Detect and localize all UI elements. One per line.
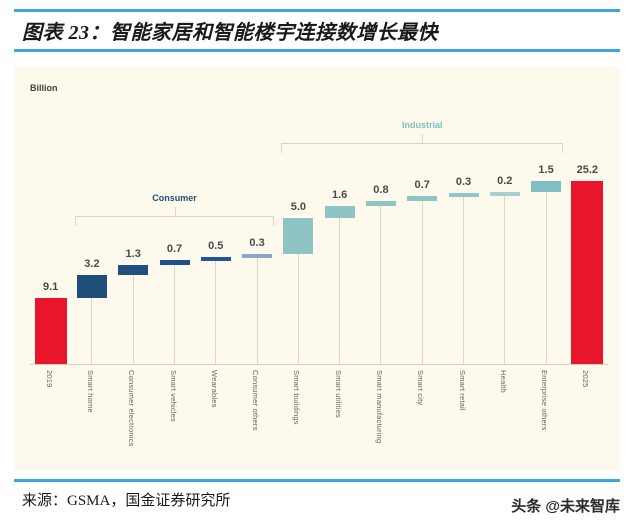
bar-value-label: 0.3 <box>455 176 472 189</box>
x-axis-category-label: Smart city <box>416 370 426 406</box>
waterfall-connector <box>132 274 134 364</box>
x-axis-category-label: Smart vehicles <box>168 370 178 422</box>
x-axis-category-label: Smart utilities <box>333 370 343 419</box>
bar-value-label: 0.3 <box>249 237 265 250</box>
bar-value-label: 0.7 <box>166 243 183 256</box>
waterfall-delta-bar[interactable] <box>283 218 314 255</box>
report-figure-page: 图表 23：智能家居和智能楼宇连接数增长最快 Billion 9.1 2019 3.… <box>0 9 634 532</box>
waterfall-total-bar[interactable] <box>34 297 67 364</box>
bar-value-label: 0.2 <box>497 174 513 187</box>
waterfall-delta-bar[interactable] <box>531 181 562 192</box>
x-axis-category-label: Consumer electronics <box>127 370 137 447</box>
x-axis-category-label: Smart home <box>85 370 95 413</box>
waterfall-connector <box>421 200 423 364</box>
waterfall-connector <box>545 191 547 364</box>
title-rule-bottom <box>14 49 620 52</box>
waterfall-total-bar[interactable] <box>571 181 604 364</box>
bar-value-label: 5.0 <box>290 201 306 214</box>
waterfall-delta-bar[interactable] <box>489 191 520 196</box>
waterfall-delta-bar[interactable] <box>159 260 190 266</box>
footer-rule <box>14 479 620 482</box>
x-axis-category-label: Smart retail <box>457 370 467 411</box>
group-bracket-stem <box>422 134 424 143</box>
title-container: 图表 23：智能家居和智能楼宇连接数增长最快 <box>14 12 620 48</box>
waterfall-connector <box>463 197 464 364</box>
waterfall-connector <box>339 218 341 364</box>
waterfall-plot-area: 9.1 2019 3.2 Smart home 1.3 Consumer electron… <box>14 67 620 471</box>
bar-value-label: 25.2 <box>576 164 599 176</box>
waterfall-connector <box>91 297 93 364</box>
x-axis-category-label: Enterprise others <box>540 370 550 431</box>
waterfall-connector <box>174 265 175 364</box>
x-axis-category-label: Smart manufacturing <box>374 370 384 444</box>
group-bracket <box>281 143 564 153</box>
bar-value-label: 0.7 <box>414 178 430 191</box>
waterfall-delta-bar[interactable] <box>76 274 107 298</box>
bar-value-label: 1.6 <box>331 189 348 202</box>
bar-value-label: 1.3 <box>125 248 141 261</box>
bar-value-label: 0.5 <box>208 239 224 252</box>
source-note: 来源：GSMA，国金证券研究所 <box>22 493 231 509</box>
x-axis-category-label: Health <box>498 370 508 393</box>
waterfall-delta-bar[interactable] <box>118 265 149 275</box>
bar-value-label: 9.1 <box>42 280 59 293</box>
x-axis-baseline <box>30 364 608 365</box>
group-bracket <box>74 216 275 227</box>
page-title: 图表 23：智能家居和智能楼宇连接数增长最快 <box>22 22 438 44</box>
waterfall-delta-bar[interactable] <box>365 200 396 207</box>
chart-panel: Billion 9.1 2019 3.2 Smart home 1.3 Consumer … <box>14 67 620 471</box>
waterfall-connector <box>256 258 258 364</box>
x-axis-category-label: 2019 <box>44 370 54 388</box>
x-axis-category-label: Consumer others <box>251 370 261 431</box>
bar-value-label: 0.8 <box>373 183 389 196</box>
bar-value-label: 3.2 <box>84 257 100 270</box>
bar-value-label: 1.5 <box>538 164 554 176</box>
group-label-industrial: Industrial <box>401 120 443 130</box>
waterfall-connector <box>504 195 506 364</box>
x-axis-category-label: Wearables <box>209 370 219 408</box>
y-axis-unit-label: Billion <box>30 83 58 93</box>
waterfall-delta-bar[interactable] <box>242 254 273 259</box>
waterfall-delta-bar[interactable] <box>324 206 355 219</box>
title-rule-top <box>14 9 620 12</box>
waterfall-connector <box>215 260 217 364</box>
watermark-label: 头条 @未来智库 <box>511 498 620 515</box>
waterfall-delta-bar[interactable] <box>200 256 231 261</box>
waterfall-connector <box>297 254 299 364</box>
x-axis-category-label: Smart buildings <box>292 370 302 425</box>
x-axis-category-label: 2025 <box>581 370 591 388</box>
waterfall-delta-bar[interactable] <box>448 193 479 198</box>
group-bracket-stem <box>174 207 176 217</box>
waterfall-delta-bar[interactable] <box>407 195 438 201</box>
group-label-consumer: Consumer <box>152 193 197 204</box>
waterfall-connector <box>380 206 382 364</box>
